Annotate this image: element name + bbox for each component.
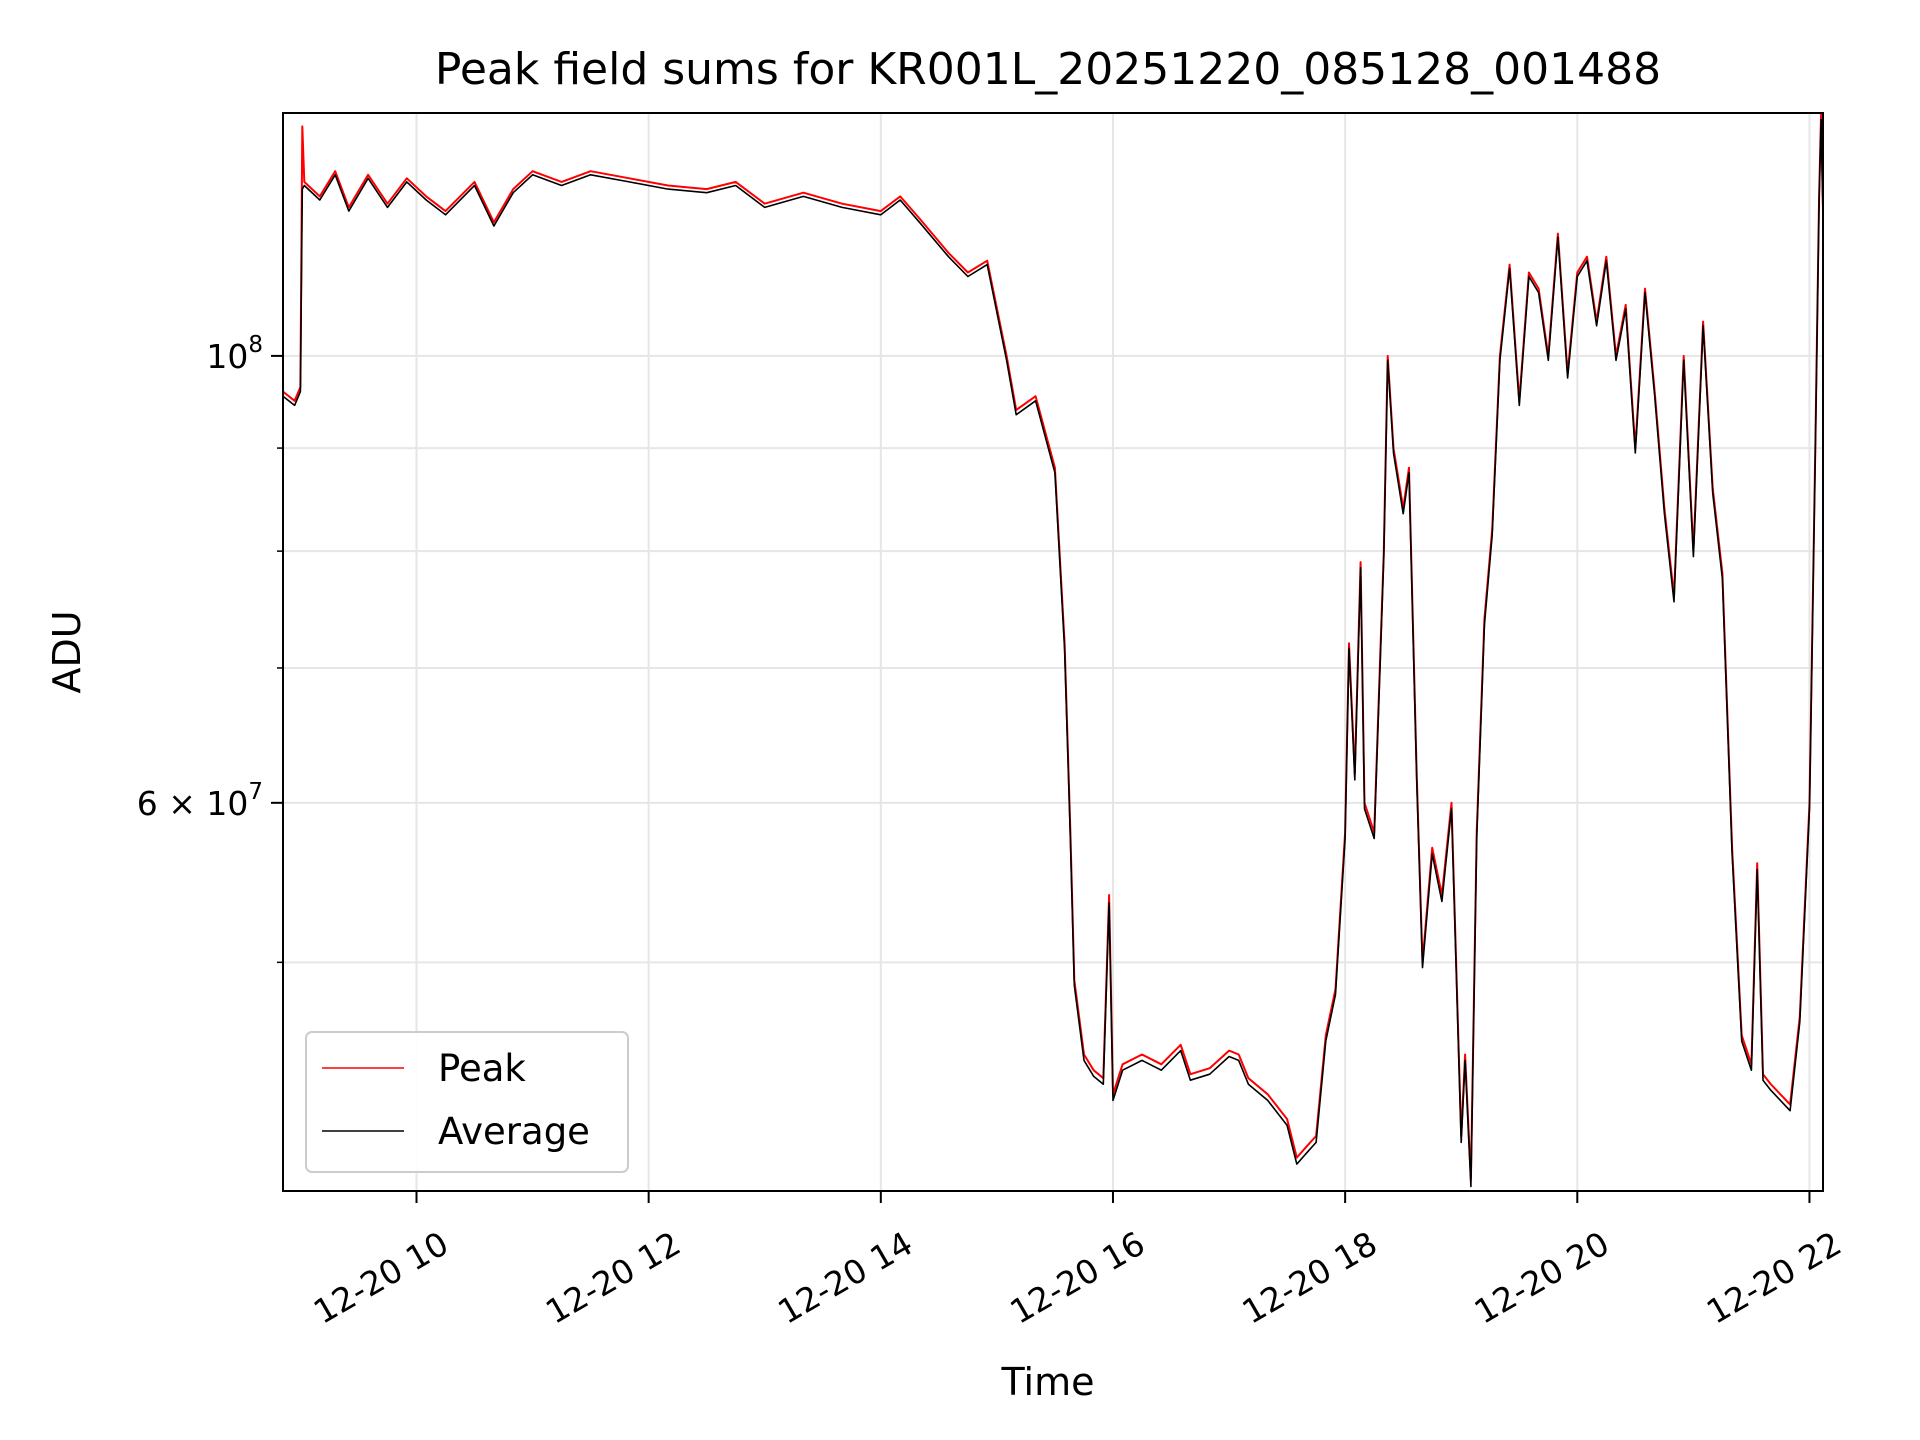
y-tick-base: 10 [206,337,248,376]
chart-title: Peak field sums for KR001L_20251220_0851… [435,44,1661,95]
grid [283,113,1823,1191]
plot-frame [282,112,1824,1192]
x-axis-label: Time [1001,1360,1095,1404]
legend: Peak Average [305,1031,629,1173]
series-line-average [283,118,1823,1188]
y-tick-label: 6 × 107 [137,779,263,823]
legend-label-peak: Peak [438,1047,526,1090]
y-tick-exponent: 8 [248,332,263,358]
y-axis-label: ADU [45,610,89,693]
y-tick-exponent: 7 [248,779,263,805]
y-tick-multiplier: 6 × [137,784,207,823]
y-tick-base: 10 [206,784,248,823]
series-lines [283,113,1823,1188]
legend-label-average: Average [438,1110,590,1153]
y-tick-label: 108 [206,332,263,376]
legend-box [305,1031,629,1173]
